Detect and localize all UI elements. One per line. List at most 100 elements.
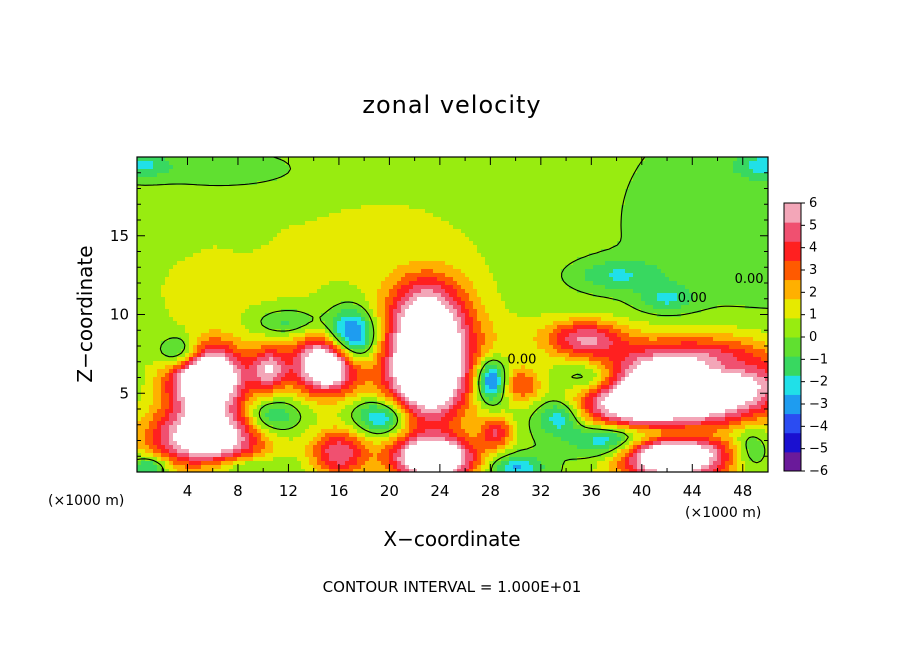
field-cell — [493, 253, 498, 258]
field-cell — [545, 173, 550, 178]
field-cell — [605, 265, 610, 270]
field-cell — [741, 177, 746, 182]
field-cell — [229, 233, 234, 238]
field-cell — [549, 257, 554, 262]
field-cell — [273, 233, 278, 238]
field-cell — [269, 197, 274, 202]
field-cell — [633, 269, 638, 274]
field-cell — [205, 265, 210, 270]
field-cell — [577, 241, 582, 246]
field-cell — [565, 177, 570, 182]
field-cell — [337, 273, 342, 278]
field-cell — [705, 189, 710, 194]
field-cell — [281, 265, 286, 270]
field-cell — [725, 177, 730, 182]
field-cell — [393, 185, 398, 190]
field-cell — [293, 269, 298, 274]
field-cell — [237, 277, 242, 282]
field-cell — [265, 217, 270, 222]
field-cell — [221, 173, 226, 178]
field-cell — [637, 201, 642, 206]
field-cell — [453, 205, 458, 210]
field-cell — [429, 269, 434, 274]
field-cell — [597, 161, 602, 166]
field-cell — [521, 213, 526, 218]
field-cell — [401, 277, 406, 282]
field-cell — [493, 213, 498, 218]
field-cell — [713, 233, 718, 238]
field-cell — [545, 181, 550, 186]
field-cell — [745, 253, 750, 258]
field-cell — [361, 197, 366, 202]
field-cell — [193, 261, 198, 266]
field-cell — [409, 225, 414, 230]
field-cell — [745, 181, 750, 186]
field-cell — [705, 237, 710, 242]
field-cell — [605, 253, 610, 258]
field-cell — [333, 161, 338, 166]
field-cell — [437, 217, 442, 222]
field-cell — [213, 225, 218, 230]
field-cell — [441, 241, 446, 246]
field-cell — [205, 205, 210, 210]
field-cell — [325, 177, 330, 182]
field-cell — [141, 157, 146, 162]
field-cell — [681, 209, 686, 214]
field-cell — [533, 245, 538, 250]
field-cell — [317, 165, 322, 170]
field-cell — [445, 257, 450, 262]
field-cell — [181, 177, 186, 182]
field-cell — [653, 169, 658, 174]
field-cell — [237, 249, 242, 254]
field-cell — [761, 161, 766, 166]
field-cell — [289, 193, 294, 198]
field-cell — [477, 269, 482, 274]
field-cell — [257, 221, 262, 226]
field-cell — [641, 225, 646, 230]
field-cell — [613, 185, 618, 190]
field-cell — [481, 173, 486, 178]
field-cell — [373, 269, 378, 274]
field-cell — [529, 225, 534, 230]
field-cell — [681, 213, 686, 218]
field-cell — [605, 277, 610, 282]
field-cell — [545, 233, 550, 238]
field-cell — [341, 185, 346, 190]
field-cell — [649, 257, 654, 262]
field-cell — [273, 185, 278, 190]
field-cell — [713, 193, 718, 198]
field-cell — [401, 233, 406, 238]
field-cell — [249, 221, 254, 226]
field-cell — [349, 161, 354, 166]
field-cell — [433, 237, 438, 242]
field-cell — [517, 273, 522, 278]
field-cell — [249, 217, 254, 222]
field-cell — [149, 225, 154, 230]
field-cell — [305, 177, 310, 182]
field-cell — [157, 169, 162, 174]
field-cell — [493, 221, 498, 226]
field-cell — [493, 233, 498, 238]
field-cell — [321, 185, 326, 190]
field-cell — [269, 253, 274, 258]
field-cell — [717, 233, 722, 238]
field-cell — [365, 269, 370, 274]
field-cell — [397, 245, 402, 250]
field-cell — [309, 273, 314, 278]
field-cell — [633, 157, 638, 162]
field-cell — [517, 209, 522, 214]
field-cell — [609, 177, 614, 182]
field-cell — [637, 169, 642, 174]
field-cell — [161, 193, 166, 198]
field-cell — [185, 221, 190, 226]
field-cell — [657, 277, 662, 282]
field-cell — [137, 209, 142, 214]
field-cell — [721, 181, 726, 186]
field-cell — [149, 237, 154, 242]
field-cell — [645, 189, 650, 194]
field-cell — [533, 173, 538, 178]
field-cell — [273, 253, 278, 258]
field-cell — [377, 249, 382, 254]
field-cell — [365, 177, 370, 182]
field-cell — [553, 157, 558, 162]
